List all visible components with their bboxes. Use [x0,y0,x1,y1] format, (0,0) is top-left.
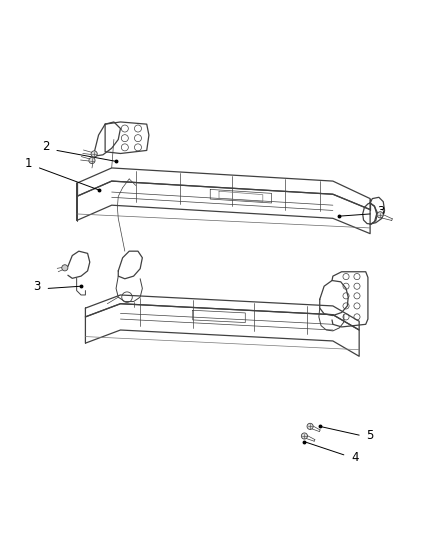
Circle shape [301,433,307,439]
Circle shape [307,423,313,430]
Text: 3: 3 [34,280,41,293]
Text: 1: 1 [25,157,32,170]
Text: 3: 3 [378,205,385,218]
Circle shape [377,212,383,218]
Text: 2: 2 [42,140,50,152]
Text: 5: 5 [367,429,374,442]
Circle shape [89,157,95,164]
Circle shape [91,151,97,157]
Circle shape [62,265,68,271]
Text: 4: 4 [351,450,359,464]
